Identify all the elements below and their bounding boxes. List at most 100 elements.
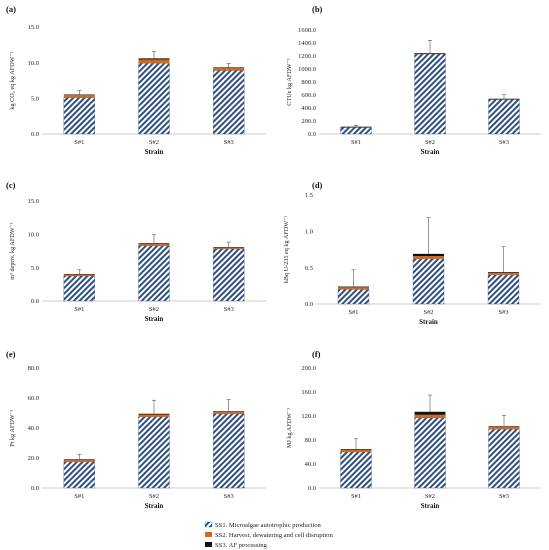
legend-swatch-ss2 bbox=[205, 532, 212, 537]
panel-letter: (b) bbox=[312, 4, 323, 14]
x-tick-label: S#1 bbox=[351, 139, 361, 146]
y-tick-label: 0.0 bbox=[31, 485, 39, 492]
legend-label-ss1: SS1. Microalgae autotrophic production bbox=[215, 522, 322, 529]
bar-segment bbox=[488, 272, 519, 273]
chart-panels: (a) 0.0 5.0 10.0 15.0 kg CO₂ eq kg AFDW⁻¹ S#1 S… bbox=[6, 4, 541, 510]
y-tick-label: 0.0 bbox=[31, 131, 39, 138]
x-tick-label: S#2 bbox=[149, 139, 159, 146]
y-tick-label: 0.5 bbox=[305, 265, 313, 272]
y-axis-label: CTUe kg AFDW⁻¹ bbox=[286, 58, 293, 106]
panel-letter: (c) bbox=[6, 180, 16, 190]
x-axis-label: Strain bbox=[419, 318, 438, 326]
y-tick-label: 0.0 bbox=[308, 485, 316, 492]
bar-segment bbox=[340, 127, 372, 135]
y-axis-label: kBq U-235 eq kg AFDW⁻¹ bbox=[283, 216, 290, 283]
y-tick-label: 1.0 bbox=[305, 229, 313, 236]
y-tick-label: 600.0 bbox=[301, 92, 316, 99]
bar-segment bbox=[488, 99, 520, 135]
bar-segment bbox=[63, 459, 95, 462]
bar-segment bbox=[488, 272, 519, 275]
chart-panel: (e) 0.0 20.0 40.0 60.0 80.0 Pt kg AFDW⁻¹ S#1 S#2… bbox=[6, 349, 266, 510]
x-axis-label: Strain bbox=[145, 502, 164, 510]
bar-segment bbox=[488, 426, 520, 427]
panel-letter: (d) bbox=[312, 180, 323, 190]
y-tick-label: 40.0 bbox=[28, 425, 39, 432]
chart-panel: (c) 0.0 5.0 10.0 15.0 m³ depriv. kg AFDW⁻¹ S#1… bbox=[6, 180, 266, 323]
y-tick-label: 60.0 bbox=[28, 395, 39, 402]
chart-panel: (d) 0.0 0.5 1.0 1.5 kBq U-235 eq kg AFDW⁻¹ S#1… bbox=[283, 180, 541, 326]
y-tick-label: 40.0 bbox=[305, 461, 316, 468]
legend-label-ss2: SS2. Harvest, dewatering and cell disrup… bbox=[215, 532, 333, 539]
y-tick-label: 1.5 bbox=[305, 192, 313, 199]
bar-segment bbox=[63, 97, 95, 135]
bar-segment bbox=[138, 58, 170, 60]
bar-segment bbox=[338, 286, 369, 288]
legend: SS1. Microalgae autotrophic production S… bbox=[204, 521, 333, 549]
bar-segment bbox=[63, 275, 95, 302]
x-tick-label: S#1 bbox=[74, 493, 84, 500]
y-tick-label: 1200.0 bbox=[298, 53, 316, 60]
x-tick-label: S#2 bbox=[425, 139, 435, 146]
x-tick-label: S#2 bbox=[425, 493, 435, 500]
x-tick-label: S#3 bbox=[224, 139, 234, 146]
bar-segment bbox=[340, 449, 372, 452]
y-tick-label: 15.0 bbox=[28, 198, 39, 205]
y-tick-label: 1000.0 bbox=[298, 66, 316, 73]
bar-segment bbox=[213, 247, 245, 249]
x-tick-label: S#2 bbox=[149, 306, 159, 313]
bar-segment bbox=[63, 461, 95, 489]
chart-panel: (f) 0.0 40.0 80.0 120.0 160.0 200.0 MJ kg AFDW⁻… bbox=[286, 349, 541, 510]
bar-segment bbox=[138, 413, 170, 415]
bar-segment bbox=[414, 53, 446, 55]
y-tick-label: 0.0 bbox=[31, 298, 39, 305]
bar-segment bbox=[488, 429, 520, 489]
bar-segment bbox=[414, 53, 446, 135]
bar-segment bbox=[413, 256, 444, 259]
bar-segment bbox=[340, 449, 372, 450]
x-axis-label: Strain bbox=[145, 148, 164, 156]
bar-segment bbox=[63, 95, 95, 98]
y-tick-label: 5.0 bbox=[31, 96, 39, 103]
bar-segment bbox=[213, 67, 245, 69]
chart-panel: (a) 0.0 5.0 10.0 15.0 kg CO₂ eq kg AFDW⁻¹ S#1 S… bbox=[6, 4, 266, 156]
y-tick-label: 1400.0 bbox=[298, 40, 316, 47]
y-axis-label: m³ depriv. kg AFDW⁻¹ bbox=[9, 222, 16, 280]
x-axis-label: Strain bbox=[421, 148, 440, 156]
x-tick-label: S#3 bbox=[498, 309, 508, 316]
y-tick-label: 0.0 bbox=[305, 301, 313, 308]
bar-segment bbox=[63, 274, 95, 276]
y-tick-label: 0.0 bbox=[308, 131, 316, 138]
y-axis-label: Pt kg AFDW⁻¹ bbox=[9, 409, 16, 447]
y-tick-label: 10.0 bbox=[28, 60, 39, 67]
bar-segment bbox=[412, 258, 445, 305]
y-axis-label: kg CO₂ eq kg AFDW⁻¹ bbox=[9, 51, 16, 109]
x-tick-label: S#1 bbox=[348, 309, 358, 316]
bar-segment bbox=[213, 68, 245, 71]
bar-segment bbox=[213, 411, 245, 414]
y-tick-label: 15.0 bbox=[28, 24, 39, 31]
y-tick-label: 1600.0 bbox=[298, 27, 316, 34]
x-tick-label: S#1 bbox=[74, 139, 84, 146]
bar-segment bbox=[138, 63, 170, 135]
x-tick-label: S#3 bbox=[499, 493, 509, 500]
y-tick-label: 400.0 bbox=[301, 105, 316, 112]
legend-label-ss3: SS3. AF processing bbox=[215, 542, 268, 549]
y-tick-label: 80.0 bbox=[28, 365, 39, 372]
y-tick-label: 800.0 bbox=[301, 79, 316, 86]
x-tick-label: S#3 bbox=[499, 139, 509, 146]
chart-panel: (b) 0.0 200.0 400.0 600.0 800.0 1000.0 1200.0 14… bbox=[286, 4, 541, 156]
bar-segment bbox=[63, 94, 95, 96]
x-tick-label: S#2 bbox=[423, 309, 433, 316]
y-tick-label: 200.0 bbox=[301, 118, 316, 125]
y-tick-label: 80.0 bbox=[305, 437, 316, 444]
panel-letter: (e) bbox=[6, 349, 16, 359]
legend-swatch-ss1 bbox=[204, 521, 213, 528]
y-tick-label: 10.0 bbox=[28, 232, 39, 239]
x-tick-label: S#3 bbox=[224, 306, 234, 313]
x-tick-label: S#2 bbox=[149, 493, 159, 500]
bar-segment bbox=[213, 248, 245, 302]
bar-segment bbox=[414, 411, 446, 415]
bar-segment bbox=[138, 414, 170, 417]
y-tick-label: 120.0 bbox=[301, 413, 316, 420]
